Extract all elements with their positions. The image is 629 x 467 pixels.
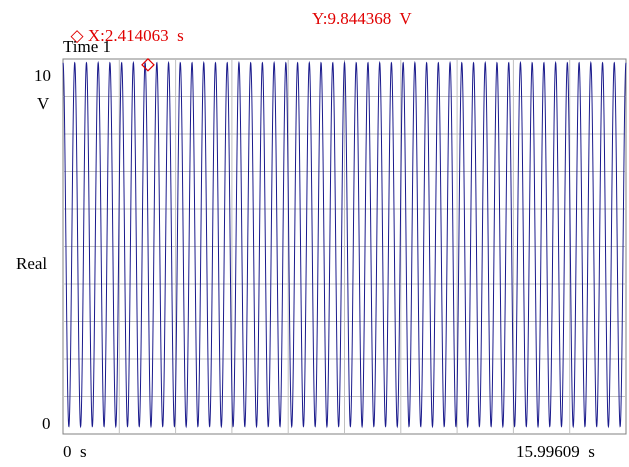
series-line: [62, 60, 627, 429]
x-tick-label-start: 0 s: [63, 442, 87, 461]
diamond-icon: ◇: [70, 26, 84, 45]
chart-title: Time 1: [63, 37, 112, 56]
y-axis-label: Real: [16, 254, 48, 273]
x-tick-label-end: 15.99609 s: [516, 442, 595, 461]
y-tick-label-max: 10: [34, 66, 51, 85]
y-unit-label: V: [37, 94, 50, 113]
cursor-diamond-icon[interactable]: [141, 57, 155, 72]
cursor-marker[interactable]: [141, 57, 155, 72]
cursor-x-value: X:2.414063 s: [87, 26, 184, 45]
y-tick-label-min: 0: [42, 414, 51, 433]
cursor-x-readout: ◇ X:2.414063 s: [62, 10, 184, 44]
cursor-y-readout: Y:9.844368 V: [312, 9, 412, 28]
